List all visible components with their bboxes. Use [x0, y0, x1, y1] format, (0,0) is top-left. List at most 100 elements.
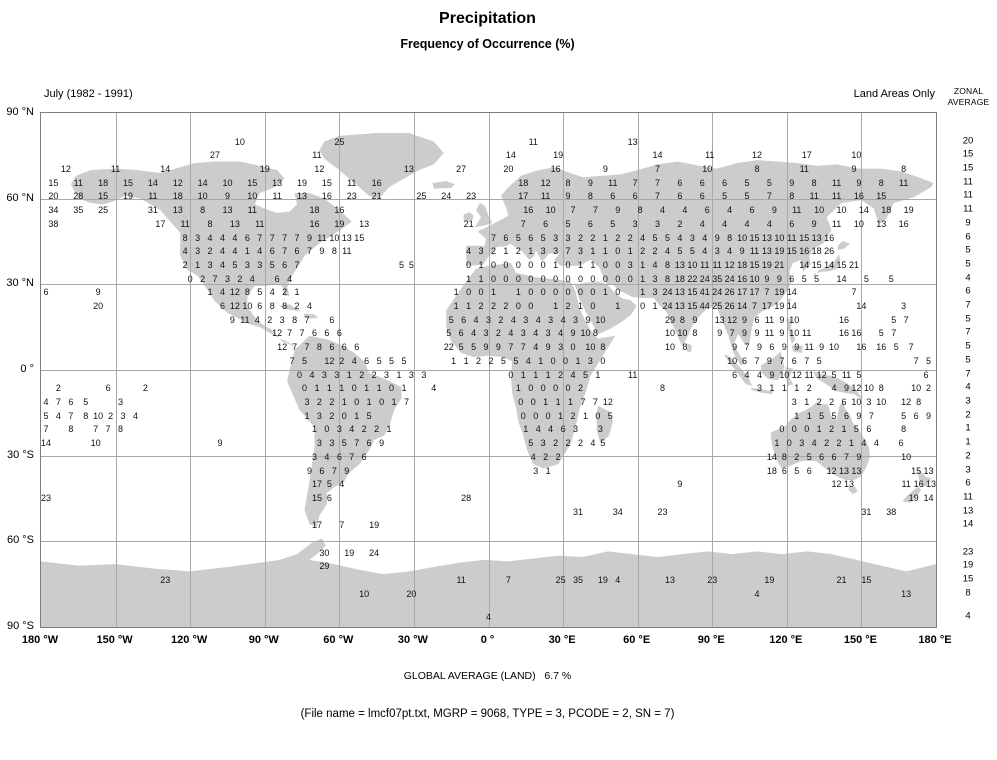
grid-value: 8: [269, 301, 275, 312]
grid-value: 1: [466, 301, 472, 312]
grid-value: 0: [540, 259, 546, 270]
grid-value: 6: [789, 218, 795, 229]
grid-value: 5: [582, 369, 588, 380]
grid-value: 7: [766, 191, 772, 202]
grid-value: 13: [297, 191, 308, 202]
grid-value: 9: [692, 314, 698, 325]
grid-value: 18: [518, 177, 529, 188]
grid-value: 4: [466, 246, 472, 257]
grid-value: 1: [453, 301, 459, 312]
grid-value: 10: [93, 410, 104, 421]
grid-value: 19: [334, 218, 345, 229]
grid-value: 13: [172, 205, 183, 216]
zonal-average-value: 3: [965, 395, 971, 407]
grid-value: 19: [774, 246, 785, 257]
grid-value: 4: [533, 328, 539, 339]
grid-value: 0: [595, 410, 601, 421]
grid-value: 6: [913, 410, 919, 421]
grid-value: 9: [776, 273, 782, 284]
grid-value: 0: [389, 383, 395, 394]
grid-value: 11: [899, 177, 909, 188]
grid-value: 12: [851, 383, 862, 394]
grid-value: 3: [540, 246, 546, 257]
grid-value: 5: [513, 355, 519, 366]
grid-value: 1: [386, 424, 392, 435]
grid-value: 6: [282, 259, 288, 270]
grid-value: 7: [93, 424, 99, 435]
grid-value: 7: [655, 191, 661, 202]
lon-tick-label: 60 °E: [623, 634, 651, 646]
grid-value: 2: [553, 438, 559, 449]
grid-value: 1: [341, 396, 347, 407]
grid-value: 7: [655, 163, 661, 174]
grid-value: 0: [528, 383, 534, 394]
grid-value: 15: [98, 191, 109, 202]
grid-value: 3: [244, 259, 250, 270]
grid-value: 5: [893, 342, 899, 353]
grid-value: 9: [565, 191, 571, 202]
grid-value: 27: [456, 163, 467, 174]
grid-value: 4: [207, 232, 213, 243]
grid-value: 4: [287, 273, 293, 284]
grid-value: 0: [563, 355, 569, 366]
grid-value: 5: [816, 355, 822, 366]
grid-value: 0: [351, 383, 357, 394]
grid-value: 14: [737, 301, 748, 312]
grid-value: 9: [819, 342, 825, 353]
grid-value: 7: [304, 314, 310, 325]
grid-value: 13: [674, 287, 685, 298]
grid-value: 4: [339, 479, 345, 490]
grid-value: 12: [540, 177, 551, 188]
grid-value: 4: [431, 383, 437, 394]
grid-value: 6: [732, 369, 738, 380]
grid-value: 2: [824, 438, 830, 449]
grid-value: 1: [538, 355, 544, 366]
grid-value: 23: [707, 575, 718, 586]
grid-value: 15: [811, 259, 822, 270]
grid-value: 12: [831, 479, 842, 490]
grid-value: 2: [555, 451, 561, 462]
grid-value: 24: [724, 273, 735, 284]
grid-value: 5: [806, 451, 812, 462]
grid-value: 2: [640, 246, 646, 257]
grid-value: 6: [329, 342, 335, 353]
grid-value: 24: [662, 287, 673, 298]
grid-value: 0: [528, 259, 534, 270]
grid-value: 3: [195, 246, 201, 257]
grid-value: 16: [737, 273, 748, 284]
grid-value: 0: [590, 273, 596, 284]
lat-tick-label: 90 °N: [6, 106, 34, 118]
grid-value: 3: [558, 342, 564, 353]
grid-value: 3: [901, 301, 907, 312]
grid-value: 5: [664, 232, 671, 243]
grid-value: 0: [528, 273, 534, 284]
grid-value: 5: [814, 273, 820, 284]
grid-value: 6: [742, 355, 748, 366]
grid-value: 7: [508, 342, 514, 353]
grid-value: 17: [737, 287, 748, 298]
grid-value: 11: [901, 479, 911, 490]
grid-value: 4: [664, 246, 671, 257]
grid-value: 8: [182, 232, 188, 243]
grid-value: 6: [841, 396, 847, 407]
grid-value: 19: [297, 177, 308, 188]
grid-value: 1: [354, 410, 360, 421]
grid-value: 9: [602, 163, 608, 174]
grid-value: 0: [490, 259, 496, 270]
grid-value: 23: [466, 191, 477, 202]
grid-value: 2: [490, 246, 496, 257]
grid-value: 1: [553, 301, 559, 312]
grid-value: 8: [200, 205, 206, 216]
grid-value: 3: [632, 218, 638, 229]
grid-value: 19: [553, 150, 564, 161]
grid-value: 1: [640, 259, 646, 270]
grid-value: 5: [878, 328, 884, 339]
grid-value: 6: [528, 232, 534, 243]
grid-value: 4: [560, 314, 566, 325]
grid-value: 5: [901, 410, 907, 421]
grid-value: 18: [172, 191, 183, 202]
grid-value: 0: [478, 287, 484, 298]
zonal-average-value: 11: [963, 176, 973, 188]
land-areas-label: Land Areas Only: [853, 88, 935, 100]
grid-value: 0: [786, 438, 792, 449]
